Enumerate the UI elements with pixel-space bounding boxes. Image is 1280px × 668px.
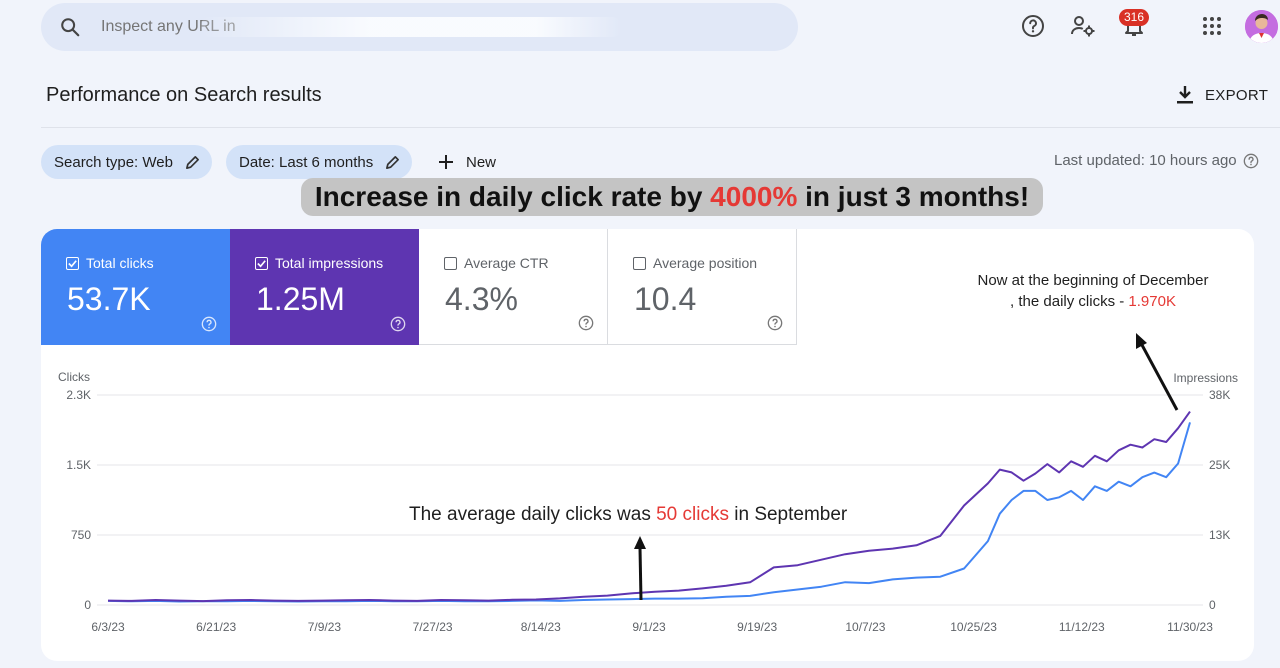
metric-total-impressions[interactable]: Total impressions 1.25M <box>230 229 419 345</box>
search-icon <box>61 18 80 37</box>
metric-label: Average CTR <box>464 255 549 271</box>
date-range-chip[interactable]: Date: Last 6 months <box>226 145 413 179</box>
account-avatar[interactable] <box>1245 10 1278 43</box>
edit-pencil-icon <box>386 155 400 169</box>
metric-value: 53.7K <box>67 281 151 317</box>
export-label: EXPORT <box>1205 86 1269 104</box>
metric-total-clicks[interactable]: Total clicks 53.7K <box>41 229 230 345</box>
metric-average-ctr[interactable]: Average CTR 4.3% <box>419 229 608 345</box>
search-type-label: Search type: Web <box>54 153 173 171</box>
header-divider <box>41 127 1280 128</box>
annotation-top-line1: Now at the beginning of December <box>977 272 1209 289</box>
checkbox-unchecked-icon[interactable] <box>444 256 457 270</box>
last-updated: Last updated: 10 hours ago <box>1054 152 1259 169</box>
annotation-mid-value: 50 clicks <box>656 504 729 525</box>
checkbox-checked-icon[interactable] <box>66 256 79 270</box>
manage-users-icon[interactable] <box>1069 12 1097 40</box>
search-type-chip[interactable]: Search type: Web <box>41 145 212 179</box>
headline-after: in just 3 months! <box>797 181 1030 212</box>
help-icon[interactable] <box>390 316 406 332</box>
edit-pencil-icon <box>185 155 199 169</box>
metric-value: 1.25M <box>256 281 345 317</box>
download-icon <box>1177 86 1193 104</box>
metric-label: Total impressions <box>275 255 384 271</box>
search-bar[interactable] <box>41 3 798 51</box>
annotation-mid-suffix: in September <box>728 504 848 525</box>
annotation-mid-prefix: The average daily clicks was <box>409 504 657 525</box>
annotation-top-prefix: , the daily clicks - <box>1010 293 1129 310</box>
annotation-top-value: 1.970K <box>1128 293 1176 310</box>
checkbox-checked-icon[interactable] <box>255 256 268 270</box>
plus-icon <box>439 155 453 169</box>
help-icon[interactable] <box>767 315 783 331</box>
metric-label: Total clicks <box>86 255 154 271</box>
export-button[interactable]: EXPORT <box>1175 82 1268 108</box>
headline-before: Increase in daily click rate by <box>314 181 711 212</box>
annotation-mid: The average daily clicks was 50 clicks i… <box>409 504 847 526</box>
help-icon[interactable] <box>201 316 217 332</box>
metric-label: Average position <box>653 255 758 271</box>
redacted-url-blur <box>201 17 621 37</box>
help-icon[interactable] <box>578 315 594 331</box>
date-range-label: Date: Last 6 months <box>239 153 374 171</box>
annotation-top: Now at the beginning of December , the d… <box>960 270 1226 312</box>
last-updated-text: Last updated: 10 hours ago <box>1054 152 1237 169</box>
headline-highlight: 4000% <box>710 181 798 212</box>
new-filter-label: New <box>466 153 497 171</box>
apps-grid-icon[interactable] <box>1198 12 1226 40</box>
help-icon[interactable] <box>1243 153 1259 169</box>
metric-value: 10.4 <box>634 281 697 317</box>
page-title: Performance on Search results <box>46 84 322 106</box>
metric-average-position[interactable]: Average position 10.4 <box>608 229 797 345</box>
new-filter-button[interactable]: New <box>438 148 496 176</box>
checkbox-unchecked-icon[interactable] <box>633 256 646 270</box>
metric-value: 4.3% <box>445 281 518 317</box>
notifications-badge: 316 <box>1119 9 1150 26</box>
help-icon[interactable] <box>1019 12 1047 40</box>
headline-banner: Increase in daily click rate by 4000% in… <box>301 178 1043 216</box>
